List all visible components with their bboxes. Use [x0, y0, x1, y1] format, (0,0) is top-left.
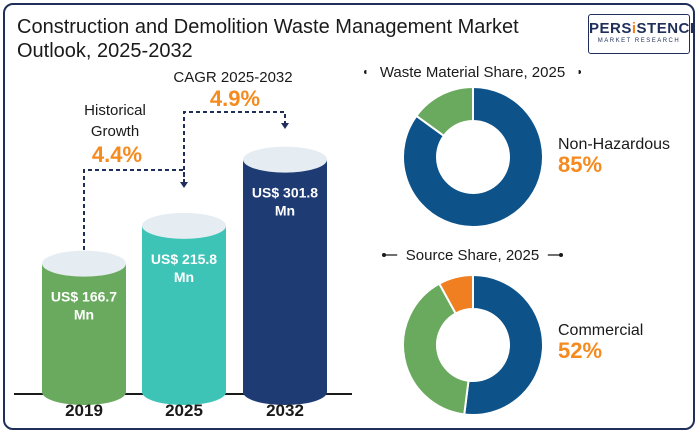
cagr-label: CAGR 2025-2032	[173, 69, 292, 86]
persistence-logo: PERSiSTENCE MARKET RESEARCH	[588, 14, 693, 54]
bar-2019: US$ 166.7 Mn 2019	[42, 250, 126, 420]
bar-body	[142, 225, 226, 392]
bar-base	[42, 379, 126, 405]
logo-text-2: STENCE	[636, 20, 695, 37]
donut-title: Waste Material Share, 2025	[380, 64, 565, 81]
historical-value: 4.4%	[92, 142, 142, 167]
title-rule-dot-left	[382, 253, 386, 257]
donut-slice-segment-1	[414, 85, 474, 138]
bar-value-unit: Mn	[275, 203, 295, 219]
donut-slice-segment-1	[402, 282, 470, 416]
historical-label-2: Growth	[91, 123, 139, 140]
donut-slice-commercial	[463, 273, 544, 416]
donut-slice-segment-2	[437, 273, 474, 315]
donut-waste-material: Waste Material Share, 2025 Non-Hazardous8…	[364, 59, 670, 228]
donut-callout-label: Commercial	[558, 322, 643, 339]
title-bg	[366, 59, 579, 81]
x-tick-label: 2032	[266, 401, 304, 420]
title-rule-dot-right	[559, 253, 563, 257]
page-title: Construction and Demolition Waste Manage…	[17, 16, 519, 62]
cagr-value: 4.9%	[210, 86, 260, 111]
bar-top	[243, 146, 327, 173]
cagr-arrowhead	[281, 123, 289, 129]
historical-label: Historical	[84, 102, 146, 119]
bar-value-label: US$ 215.8	[151, 251, 217, 267]
donut-callout-value: 85%	[558, 152, 602, 177]
donut-callout-value: 52%	[558, 338, 602, 363]
title-bg	[397, 242, 548, 264]
historical-connector	[83, 169, 185, 250]
bar-base	[142, 379, 226, 405]
donut-callout-label: Non-Hazardous	[558, 136, 670, 153]
bar-value-unit: Mn	[174, 269, 194, 285]
logo-text-accent: i	[631, 20, 637, 37]
bar-base	[243, 379, 327, 405]
bar-2025: US$ 215.8 Mn 2025	[142, 212, 226, 420]
bar-body	[42, 263, 126, 392]
cagr-connector	[183, 111, 286, 184]
donut-title: Source Share, 2025	[406, 247, 539, 264]
bar-value-unit: Mn	[74, 307, 94, 323]
x-tick-label: 2019	[65, 401, 103, 420]
logo-subtitle: MARKET RESEARCH	[597, 38, 681, 44]
x-tick-label: 2025	[165, 401, 203, 420]
bar-2032: US$ 301.8 Mn 2032	[243, 146, 327, 420]
logo-text-1: PERS	[589, 20, 632, 37]
bar-top	[42, 250, 126, 277]
bar-top	[142, 212, 226, 239]
bar-body	[243, 159, 327, 392]
bar-value-label: US$ 166.7	[51, 289, 117, 305]
historical-arrowhead	[180, 182, 188, 188]
donut-slice-non-hazardous	[402, 85, 544, 228]
bar-value-label: US$ 301.8	[252, 185, 318, 201]
